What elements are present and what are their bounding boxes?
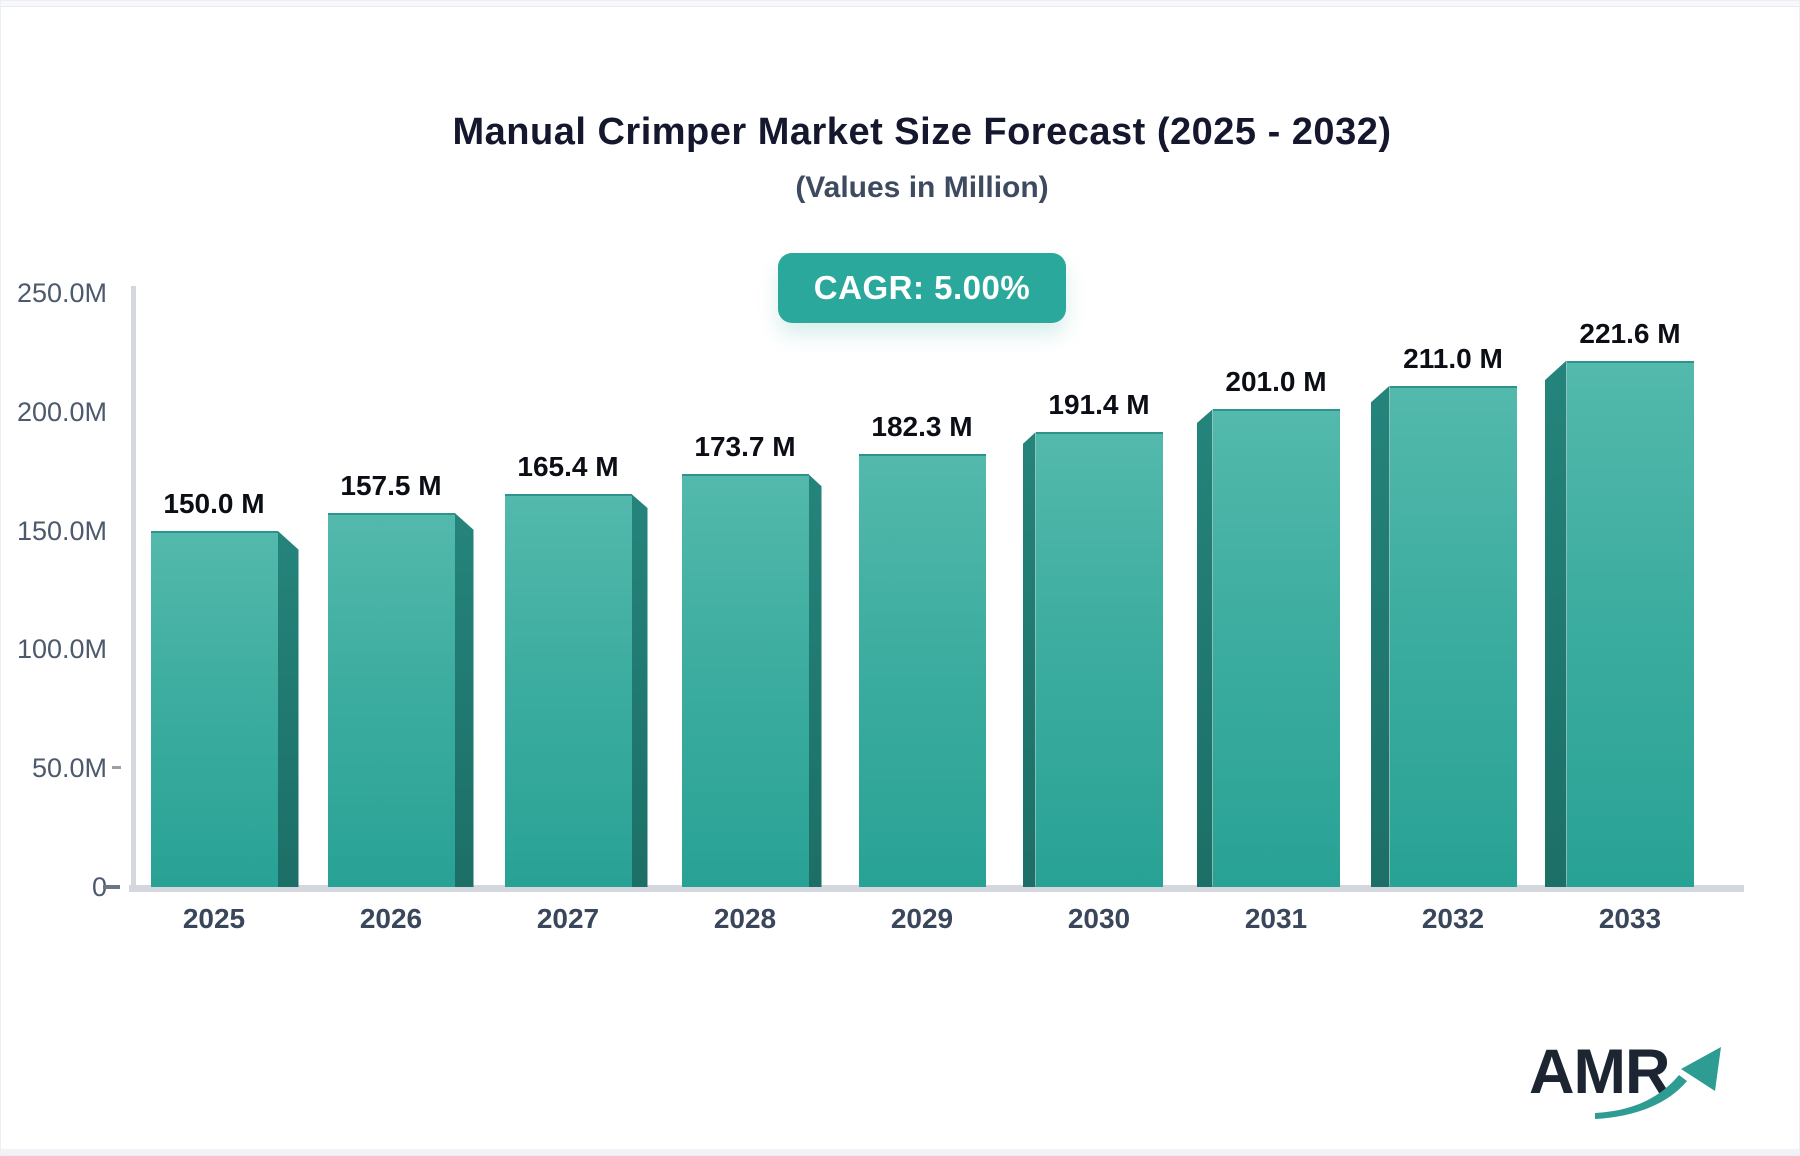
x-tick-label: 2030 <box>1067 903 1131 934</box>
bar-face <box>1389 385 1517 887</box>
bar-value-label: 157.5 M <box>340 469 442 501</box>
amr-logo-text: AMR <box>1529 1037 1670 1107</box>
bar-value-label: 221.6 M <box>1579 317 1681 349</box>
page-bottom-edge <box>1 1149 1799 1155</box>
y-tick-label: 250.0M <box>16 278 107 308</box>
bar-face <box>1035 432 1163 887</box>
bar-value-label: 150.0 M <box>163 487 265 519</box>
bar-face <box>1566 360 1694 887</box>
cagr-badge-wrap: CAGR: 5.00% <box>22 253 1799 323</box>
bar-side-face <box>631 494 648 887</box>
amr-logo: AMR <box>1529 1037 1729 1127</box>
x-tick-label: 2033 <box>1598 903 1662 934</box>
bar-face <box>504 494 632 887</box>
bar-side-face <box>454 512 474 887</box>
x-tick-label: 2025 <box>182 903 246 934</box>
x-tick-label: 2028 <box>713 903 777 934</box>
y-tick-label: 0 <box>91 872 107 902</box>
bar-side-face <box>1370 385 1390 887</box>
bar-face <box>150 530 278 887</box>
bar-value-label: 211.0 M <box>1403 342 1503 374</box>
y-axis-line <box>131 286 136 890</box>
bar-face <box>681 474 809 887</box>
bar-side-face <box>1544 360 1567 887</box>
bar-face <box>327 512 455 887</box>
bar-side-face <box>808 474 822 887</box>
y-tick-label: 150.0M <box>16 515 107 546</box>
bar-face <box>858 453 986 887</box>
x-axis-line <box>129 885 1744 892</box>
y-tick-label: 50.0M <box>31 753 107 784</box>
x-tick-label: 2026 <box>359 903 423 934</box>
cagr-badge: CAGR: 5.00% <box>777 253 1067 323</box>
bar-value-label: 165.4 M <box>517 451 619 482</box>
bar-face <box>1212 409 1340 887</box>
growth-arrow-icon <box>1595 1047 1721 1119</box>
y-tick-label: 100.0M <box>16 634 107 665</box>
y-tick-label: 200.0M <box>16 396 107 427</box>
x-tick-label: 2031 <box>1244 903 1308 934</box>
y-axis-tick <box>103 885 120 889</box>
bar-side-face <box>277 530 299 887</box>
y-axis-tick <box>112 766 121 769</box>
x-tick-label: 2032 <box>1421 903 1485 934</box>
bar-value-label: 191.4 M <box>1048 389 1150 421</box>
x-tick-label: 2027 <box>536 903 600 934</box>
bar-side-face <box>1196 409 1213 887</box>
chart-subtitle: (Values in Million) <box>795 171 1049 204</box>
bar-value-label: 173.7 M <box>694 431 796 463</box>
page-top-edge <box>1 1 1799 7</box>
bar-value-label: 201.0 M <box>1225 366 1327 398</box>
bar-side-face <box>1022 432 1036 887</box>
chart-title: Manual Crimper Market Size Forecast (202… <box>452 111 1392 153</box>
x-tick-label: 2029 <box>890 903 954 934</box>
bar-value-label: 182.3 M <box>871 410 973 442</box>
